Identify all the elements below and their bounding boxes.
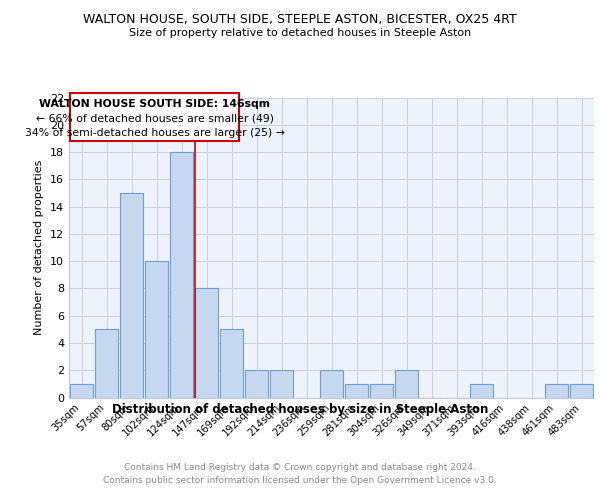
Bar [170,152,193,398]
Bar [345,384,368,398]
Bar [120,193,143,398]
Y-axis label: Number of detached properties: Number of detached properties [34,160,44,335]
Bar [470,384,493,398]
Bar [70,384,93,398]
Bar [395,370,418,398]
Bar [545,384,568,398]
Text: Distribution of detached houses by size in Steeple Aston: Distribution of detached houses by size … [112,402,488,415]
Bar [320,370,343,398]
Bar [570,384,593,398]
Bar [145,261,168,398]
Bar [370,384,393,398]
Text: WALTON HOUSE, SOUTH SIDE, STEEPLE ASTON, BICESTER, OX25 4RT: WALTON HOUSE, SOUTH SIDE, STEEPLE ASTON,… [83,12,517,26]
Text: ← 66% of detached houses are smaller (49): ← 66% of detached houses are smaller (49… [35,113,274,123]
Text: WALTON HOUSE SOUTH SIDE: 146sqm: WALTON HOUSE SOUTH SIDE: 146sqm [39,99,270,109]
Text: Size of property relative to detached houses in Steeple Aston: Size of property relative to detached ho… [129,28,471,38]
Bar [270,370,293,398]
Text: 34% of semi-detached houses are larger (25) →: 34% of semi-detached houses are larger (… [25,128,284,138]
Bar [245,370,268,398]
Bar [195,288,218,398]
Bar [220,330,243,398]
Bar [95,330,118,398]
FancyBboxPatch shape [70,94,239,141]
Text: Contains public sector information licensed under the Open Government Licence v3: Contains public sector information licen… [103,476,497,485]
Text: Contains HM Land Registry data © Crown copyright and database right 2024.: Contains HM Land Registry data © Crown c… [124,462,476,471]
